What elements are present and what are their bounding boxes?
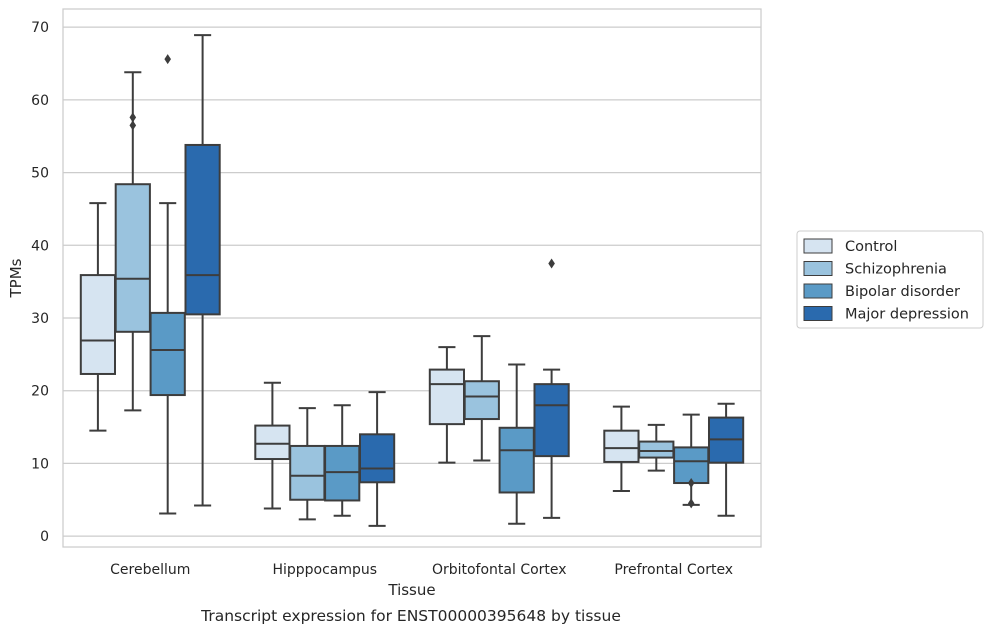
outlier-point xyxy=(687,478,695,489)
box-iqr xyxy=(79,274,117,375)
boxplot xyxy=(533,258,570,519)
box-iqr xyxy=(498,426,535,494)
legend-swatch xyxy=(803,238,833,254)
boxplot xyxy=(254,381,291,510)
boxplot xyxy=(707,402,745,517)
box-iqr xyxy=(603,429,640,463)
boxplot xyxy=(149,54,186,515)
box-iqr xyxy=(533,383,570,458)
box-iqr xyxy=(149,311,186,397)
y-tick-label: 70 xyxy=(31,20,49,36)
y-tick-label: 30 xyxy=(31,311,49,327)
box-iqr xyxy=(463,380,500,421)
boxplot xyxy=(289,407,326,521)
boxplots xyxy=(79,34,745,527)
legend: Control Schizophrenia Bipolar disorder Majo… xyxy=(796,230,984,329)
chart-caption: Transcript expression for ENST0000039564… xyxy=(200,607,621,625)
boxplot xyxy=(358,391,396,527)
legend-label: Control xyxy=(845,239,897,255)
legend-swatch xyxy=(803,261,833,276)
y-tick-label: 20 xyxy=(31,384,49,400)
box-iqr xyxy=(673,446,710,485)
legend-swatch xyxy=(803,283,833,299)
box-iqr xyxy=(184,143,221,316)
legend-swatch xyxy=(803,306,833,321)
boxplot xyxy=(114,71,151,412)
box-iqr xyxy=(289,444,326,501)
box-iqr xyxy=(254,424,291,461)
legend-frame xyxy=(796,230,984,329)
y-tick-label: 40 xyxy=(31,238,49,254)
legend-label: Schizophrenia xyxy=(845,262,947,278)
x-tick-labels: Cerebellum Hipppocampus Orbitofontal Corte… xyxy=(110,562,733,578)
outlier-point xyxy=(129,120,137,131)
y-tick-label: 0 xyxy=(40,529,49,545)
boxplot xyxy=(324,404,361,517)
x-tick-label: Prefrontal Cortex xyxy=(614,562,733,578)
box-iqr xyxy=(638,440,675,459)
box-iqr xyxy=(114,183,151,333)
y-axis-label: TPMs xyxy=(7,258,25,298)
boxplot xyxy=(463,335,500,462)
y-tick-label: 50 xyxy=(31,166,49,182)
outlier-point xyxy=(164,54,171,65)
outlier-point xyxy=(687,498,695,509)
y-tick-labels: 0 10 20 30 40 50 60 70 xyxy=(31,20,49,545)
boxplot xyxy=(184,34,221,507)
boxplot xyxy=(428,346,466,464)
box-iqr xyxy=(428,368,466,426)
y-tick-label: 60 xyxy=(31,93,49,109)
box-iqr xyxy=(358,433,396,484)
boxplot xyxy=(603,405,640,493)
boxplot xyxy=(79,202,117,432)
legend-label: Major depression xyxy=(845,307,969,323)
box-iqr xyxy=(324,444,361,502)
boxplot xyxy=(498,363,535,525)
boxplot xyxy=(673,413,710,509)
x-tick-label: Cerebellum xyxy=(110,562,190,578)
x-tick-label: Orbitofontal Cortex xyxy=(432,562,567,578)
outlier-point xyxy=(129,112,137,123)
plot-frame xyxy=(62,8,762,548)
outlier-point xyxy=(548,258,555,269)
y-tick-label: 10 xyxy=(31,456,49,472)
legend-label: Bipolar disorder xyxy=(845,284,960,300)
x-tick-label: Hipppocampus xyxy=(272,562,377,578)
x-axis-label: Tissue xyxy=(387,581,435,599)
